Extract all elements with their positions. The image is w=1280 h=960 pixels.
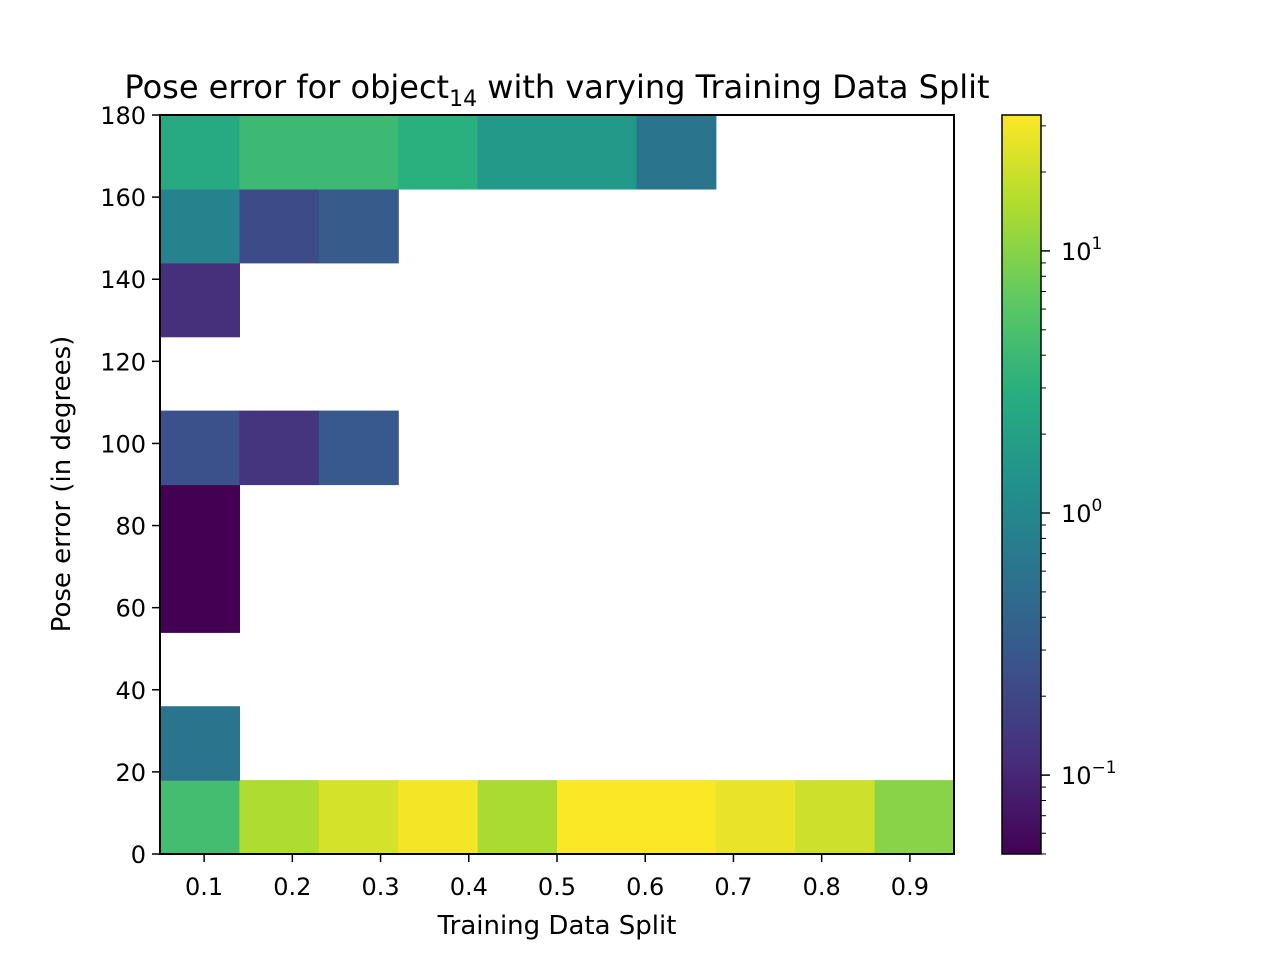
heatmap-cell [160, 410, 240, 486]
x-tick-label: 0.1 [185, 873, 223, 901]
x-tick-label: 0.4 [450, 873, 488, 901]
heatmap-cell [477, 780, 558, 855]
y-tick-label: 20 [115, 759, 146, 787]
heatmap-cell [160, 484, 240, 559]
heatmap-cell [239, 115, 320, 190]
colorbar-tick-label: 10−1 [1061, 758, 1117, 790]
heatmap-cell [795, 780, 876, 855]
y-tick-label: 60 [115, 595, 146, 623]
heatmap-cell [318, 410, 399, 486]
heatmap-cells [160, 115, 955, 855]
heatmap-cell [636, 780, 717, 855]
x-tick-label: 0.7 [714, 873, 752, 901]
chart-title: Pose error for object14 with varying Tra… [124, 68, 989, 112]
x-tick-label: 0.2 [273, 873, 311, 901]
heatmap-cell [715, 780, 796, 855]
y-axis-ticks: 0 20 40 60 80 100 120 140 160 180 [100, 102, 160, 869]
y-axis-label: Pose error (in degrees) [47, 336, 77, 633]
y-tick-label: 40 [115, 677, 146, 705]
heatmap-cell [160, 115, 240, 190]
heatmap-cell [318, 780, 399, 855]
heatmap-cell [318, 188, 399, 264]
heatmap-cell [318, 115, 399, 190]
x-tick-label: 0.9 [891, 873, 929, 901]
heatmap-cell [398, 115, 479, 190]
heatmap-cell [398, 780, 479, 855]
y-tick-label: 0 [131, 841, 146, 869]
colorbar-ticks: 10−1 100 101 [1041, 125, 1117, 855]
heatmap-cell [160, 780, 240, 855]
chart-title-subscript: 14 [449, 87, 477, 112]
y-tick-label: 80 [115, 513, 146, 541]
heatmap-cell [239, 780, 320, 855]
heatmap-cell [557, 115, 637, 190]
heatmap-cell [874, 780, 955, 855]
x-tick-label: 0.3 [361, 873, 399, 901]
x-tick-label: 0.8 [803, 873, 841, 901]
colorbar-tick-label: 100 [1061, 496, 1102, 528]
x-axis-ticks: 0.1 0.2 0.3 0.4 0.5 0.6 0.7 0.8 0.9 [185, 854, 929, 901]
heatmap-cell [477, 115, 558, 190]
heatmap-cell [557, 780, 637, 855]
heatmap-cell [160, 706, 240, 781]
y-tick-label: 180 [100, 102, 146, 130]
x-tick-label: 0.6 [626, 873, 664, 901]
heatmap-cell [239, 410, 320, 486]
heatmap-cell [160, 262, 240, 338]
heatmap-cell [160, 558, 240, 633]
y-tick-label: 160 [100, 184, 146, 212]
y-tick-label: 100 [100, 430, 146, 458]
heatmap-cell [636, 115, 717, 190]
heatmap-cell [239, 188, 320, 264]
x-axis-label: Training Data Split [437, 911, 677, 941]
y-tick-label: 120 [100, 348, 146, 376]
y-tick-label: 140 [100, 266, 146, 294]
colorbar-tick-label: 101 [1061, 234, 1102, 266]
colorbar [1001, 114, 1042, 855]
heatmap-cell [160, 188, 240, 264]
x-tick-label: 0.5 [538, 873, 576, 901]
